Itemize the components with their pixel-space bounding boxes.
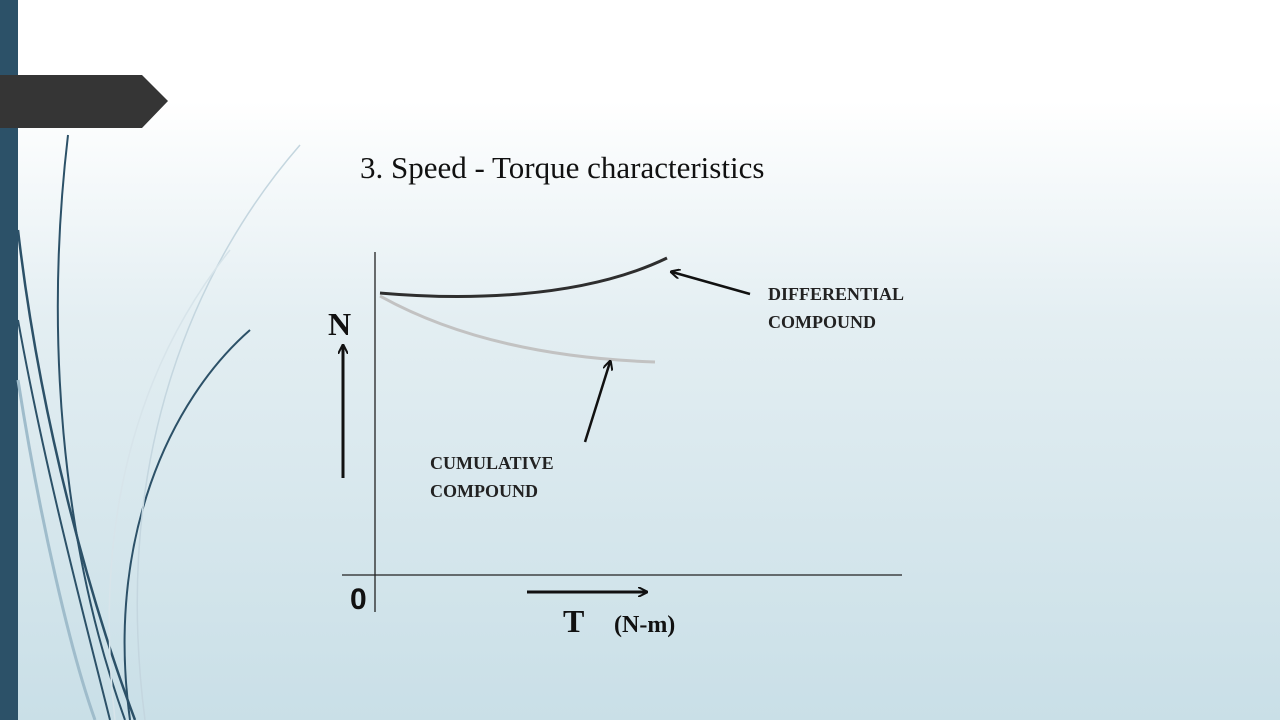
differential-pointer-arrow — [672, 272, 751, 296]
swoosh-line — [108, 249, 231, 720]
slide-title: 3. Speed - Torque characteristics — [360, 150, 765, 185]
origin-label: 0 — [350, 583, 367, 616]
left-accent-bar — [0, 0, 18, 720]
decorative-swooshes — [16, 134, 301, 720]
cumulative-compound-curve — [379, 294, 656, 364]
swoosh-line — [56, 134, 126, 720]
title-tag-shape — [0, 75, 168, 128]
swoosh-line — [17, 319, 111, 720]
cumulative-label-line1: CUMULATIVE — [430, 453, 554, 473]
differential-label-line2: COMPOUND — [768, 312, 876, 332]
swoosh-line — [16, 379, 97, 720]
swoosh-line — [136, 144, 301, 720]
cumulative-label-line2: COMPOUND — [430, 481, 538, 501]
differential-compound-curve — [379, 256, 668, 298]
x-axis-label: T — [563, 603, 584, 639]
cumulative-pointer-arrow — [583, 362, 610, 443]
swoosh-line — [123, 329, 251, 720]
x-axis-unit: (N-m) — [614, 612, 675, 638]
y-axis-label: N — [328, 306, 351, 342]
swoosh-line — [16, 229, 137, 720]
differential-label-line1: DIFFERENTIAL — [768, 284, 904, 304]
